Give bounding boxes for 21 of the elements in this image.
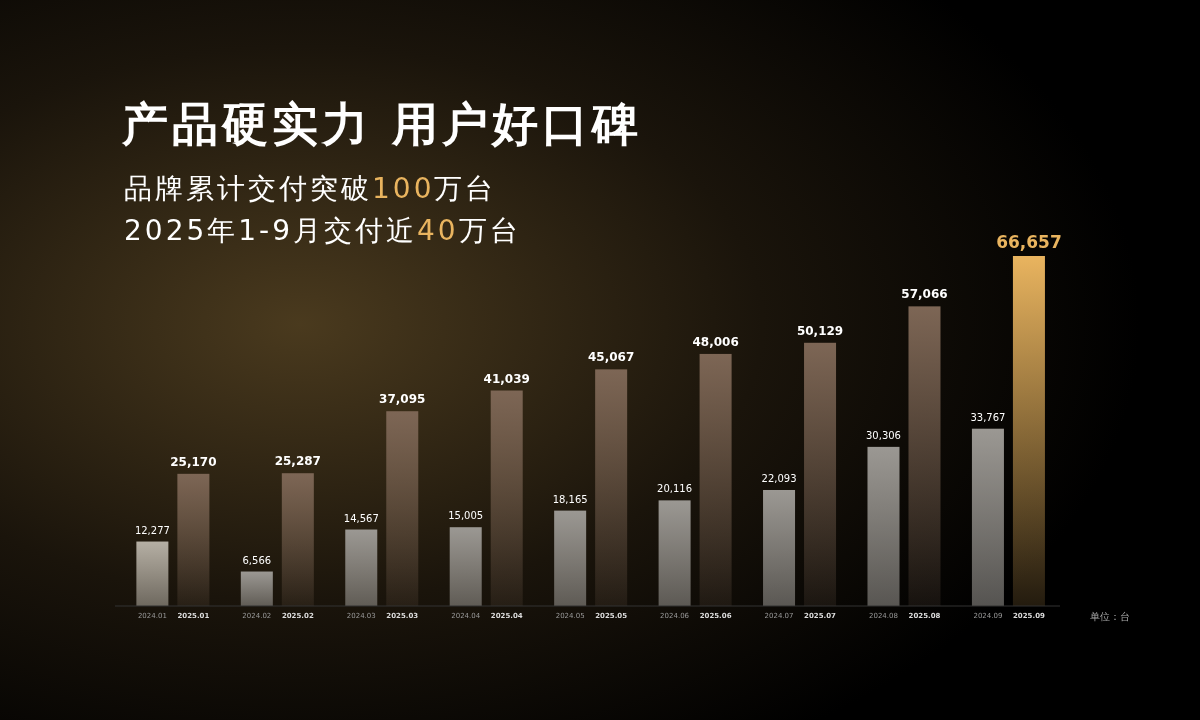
data-label: 57,066 — [901, 287, 948, 302]
data-label: 30,306 — [865, 429, 901, 441]
data-label: 37,095 — [379, 392, 426, 407]
data-label: 15,005 — [448, 510, 484, 522]
data-label: 48,006 — [692, 334, 739, 349]
data-label: 20,116 — [657, 483, 693, 495]
chart-title: 产品硬实力 用户好口碑 — [121, 97, 643, 151]
data-label: 12,277 — [134, 524, 170, 536]
data-label: 41,039 — [483, 371, 530, 386]
text: 单位：台 — [1090, 611, 1130, 622]
data-label: 45,067 — [588, 350, 635, 365]
data-label: 25,287 — [274, 454, 321, 469]
data-label: 25,170 — [170, 454, 217, 469]
data-label: 6,566 — [242, 554, 272, 566]
data-label: 66,657 — [996, 232, 1062, 252]
data-label: 18,165 — [552, 493, 588, 505]
chart-subtitle: 品牌累计交付突破100万台 2025年1-9月交付近40万台 — [124, 172, 521, 247]
data-label: 50,129 — [796, 323, 844, 338]
data-label: 22,093 — [761, 472, 797, 484]
data-label: 14,567 — [343, 512, 379, 524]
data-label: 33,767 — [970, 411, 1006, 423]
